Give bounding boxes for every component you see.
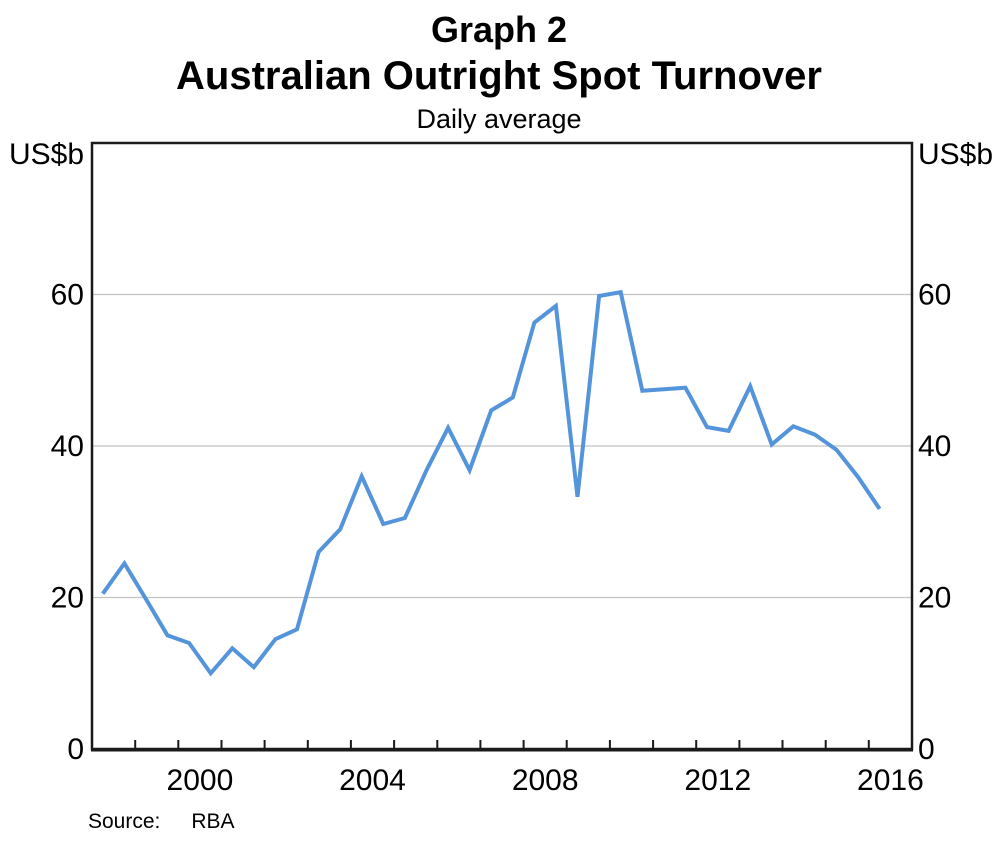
ytick-label-right-20: 20 [918, 582, 951, 615]
ytick-label-left-40: 40 [51, 430, 84, 463]
xtick-label-2012: 2012 [684, 764, 751, 797]
xtick-label-2008: 2008 [512, 764, 579, 797]
ytick-label-left-20: 20 [51, 582, 84, 615]
chart-subtitle: Daily average [416, 104, 582, 134]
y-axis-unit-right: US$b [918, 138, 993, 171]
xtick-label-2004: 2004 [339, 764, 406, 797]
y-axis-unit-left: US$b [9, 138, 84, 171]
xtick-label-2016: 2016 [857, 764, 924, 797]
ytick-label-left-60: 60 [51, 279, 84, 312]
chart-title: Australian Outright Spot Turnover [176, 54, 822, 98]
source-value: RBA [191, 810, 235, 833]
chart-header: Graph 2 Australian Outright Spot Turnove… [0, 0, 998, 133]
ytick-label-right-60: 60 [918, 279, 951, 312]
graph-number-label: Graph 2 [430, 9, 568, 50]
xtick-label-2000: 2000 [167, 764, 234, 797]
ytick-label-left-0: 0 [67, 733, 84, 766]
ytick-label-right-0: 0 [918, 733, 935, 766]
ytick-label-right-40: 40 [918, 430, 951, 463]
source-label: Source: [88, 810, 161, 833]
source-note: Source: RBA [88, 810, 235, 833]
turnover-data-line [101, 289, 882, 677]
